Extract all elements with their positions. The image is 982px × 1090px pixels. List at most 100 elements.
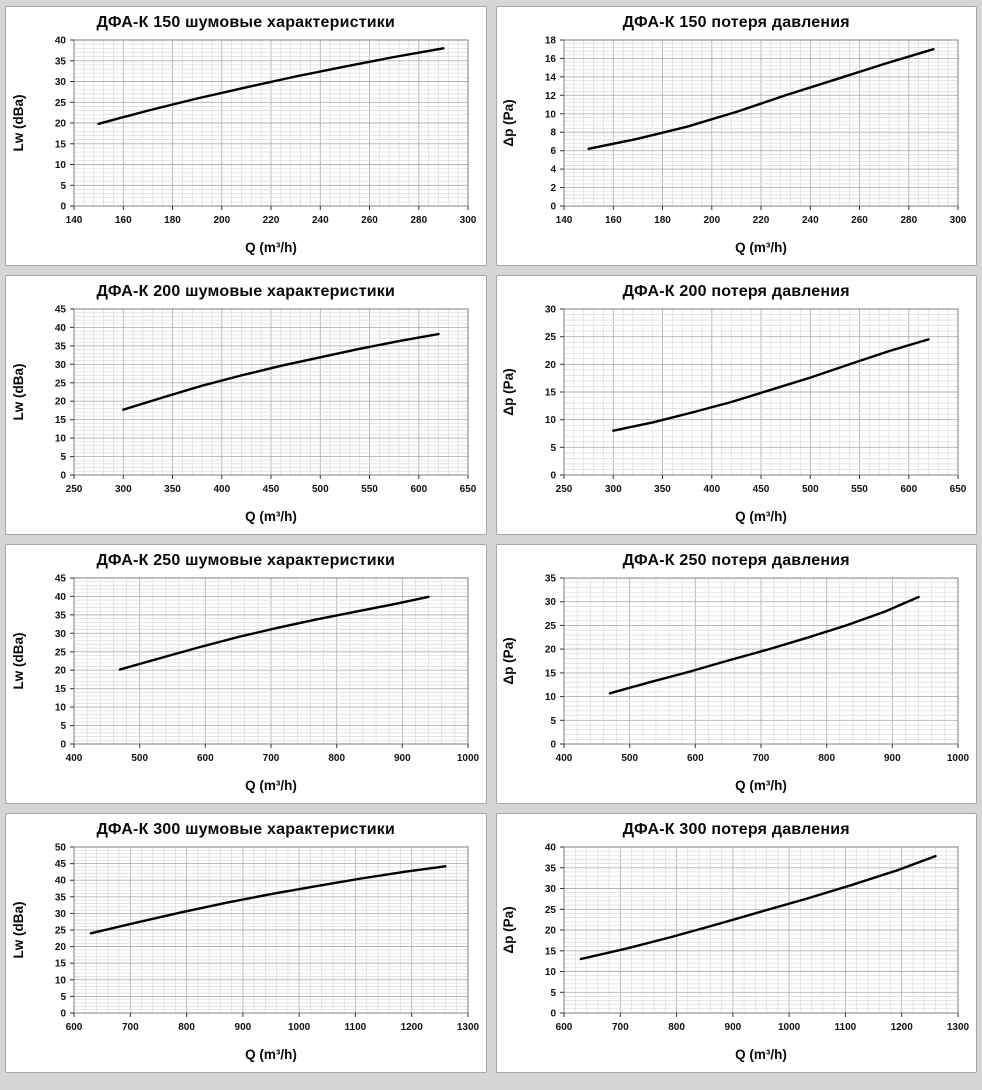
svg-text:5: 5 (60, 452, 66, 463)
svg-text:25: 25 (545, 905, 557, 916)
svg-text:1200: 1200 (400, 1022, 423, 1033)
svg-text:900: 900 (234, 1022, 251, 1033)
svg-text:200: 200 (213, 215, 230, 226)
svg-text:Q (m³/h): Q (m³/h) (245, 778, 297, 793)
chart-panel-dfak150-pressure: ДФА-К 150 потеря давления 140 160 180 200 22… (495, 6, 977, 266)
svg-text:Q (m³/h): Q (m³/h) (735, 509, 787, 524)
svg-text:0: 0 (551, 1009, 557, 1020)
chart-plot-dfak150-noise: 140 160 180 200 220 240 260 280 300 0 5 10 15 20 25 30 3… (11, 36, 477, 256)
chart-plot-dfak200-noise: 250 300 350 400 450 500 550 600 650 0 5 10 15 20 25 30 3… (11, 305, 477, 525)
svg-text:20: 20 (55, 397, 67, 408)
svg-text:20: 20 (545, 926, 557, 937)
svg-text:200: 200 (704, 215, 721, 226)
svg-text:5: 5 (60, 721, 66, 732)
svg-text:1300: 1300 (457, 1022, 480, 1033)
svg-text:400: 400 (213, 484, 230, 495)
charts-grid: ДФА-К 150 шумовые характеристики 140 160 1… (5, 6, 977, 1073)
svg-text:35: 35 (55, 610, 67, 621)
svg-text:5: 5 (551, 988, 557, 999)
svg-text:20: 20 (545, 360, 557, 371)
svg-text:450: 450 (753, 484, 770, 495)
svg-text:4: 4 (551, 165, 557, 176)
svg-text:600: 600 (556, 1022, 573, 1033)
svg-text:45: 45 (55, 305, 67, 316)
svg-text:15: 15 (545, 668, 557, 679)
svg-text:10: 10 (545, 967, 557, 978)
svg-text:300: 300 (115, 484, 132, 495)
svg-text:40: 40 (55, 592, 67, 603)
svg-text:550: 550 (851, 484, 868, 495)
chart-panel-dfak300-pressure: ДФА-К 300 потеря давления 600 700 800 900 10… (495, 813, 977, 1073)
svg-text:Δp (Pa): Δp (Pa) (501, 99, 516, 146)
svg-text:20: 20 (55, 119, 67, 130)
svg-text:25: 25 (55, 378, 67, 389)
chart-panel-dfak200-pressure: ДФА-К 200 потеря давления 250 300 350 400 45… (495, 275, 977, 535)
chart-plot-dfak300-pressure: 600 700 800 900 1000 1100 1200 1300 0 5 10 15 20 25 30… (501, 843, 970, 1063)
svg-text:2: 2 (551, 183, 557, 194)
svg-text:1200: 1200 (891, 1022, 914, 1033)
chart-panel-dfak200-noise: ДФА-К 200 шумовые характеристики 250 300 3… (5, 275, 487, 535)
svg-text:20: 20 (55, 942, 67, 953)
svg-text:1000: 1000 (947, 753, 970, 764)
chart-panel-dfak250-pressure: ДФА-К 250 потеря давления 400 500 600 700 80… (495, 544, 977, 804)
svg-text:5: 5 (551, 443, 557, 454)
svg-text:600: 600 (197, 753, 214, 764)
svg-text:Lw (dBa): Lw (dBa) (11, 364, 26, 421)
svg-text:10: 10 (55, 160, 67, 171)
svg-text:450: 450 (262, 484, 279, 495)
svg-text:50: 50 (55, 843, 67, 854)
svg-text:Q (m³/h): Q (m³/h) (245, 1047, 297, 1062)
chart-title: ДФА-К 250 потеря давления (622, 552, 850, 569)
chart-title: ДФА-К 150 шумовые характеристики (96, 14, 396, 31)
svg-text:15: 15 (55, 684, 67, 695)
chart-title: ДФА-К 300 шумовые характеристики (96, 821, 396, 838)
svg-text:180: 180 (654, 215, 671, 226)
svg-text:700: 700 (122, 1022, 139, 1033)
svg-text:20: 20 (55, 666, 67, 677)
svg-text:600: 600 (410, 484, 427, 495)
svg-text:500: 500 (802, 484, 819, 495)
svg-text:160: 160 (115, 215, 132, 226)
chart-title: ДФА-К 200 шумовые характеристики (96, 283, 396, 300)
svg-text:260: 260 (361, 215, 378, 226)
svg-text:16: 16 (545, 54, 557, 65)
chart-panel-dfak300-noise: ДФА-К 300 шумовые характеристики 600 700 8… (5, 813, 487, 1073)
svg-text:8: 8 (551, 128, 557, 139)
svg-text:Δp (Pa): Δp (Pa) (501, 906, 516, 953)
svg-text:25: 25 (545, 332, 557, 343)
svg-text:14: 14 (545, 72, 557, 83)
svg-text:700: 700 (262, 753, 279, 764)
svg-text:Q (m³/h): Q (m³/h) (735, 778, 787, 793)
svg-text:900: 900 (725, 1022, 742, 1033)
svg-text:600: 600 (65, 1022, 82, 1033)
svg-text:40: 40 (55, 36, 67, 47)
svg-text:280: 280 (901, 215, 918, 226)
svg-text:240: 240 (312, 215, 329, 226)
svg-text:35: 35 (55, 892, 67, 903)
svg-text:400: 400 (556, 753, 573, 764)
svg-text:15: 15 (55, 415, 67, 426)
svg-text:0: 0 (60, 471, 66, 482)
svg-text:30: 30 (545, 305, 557, 316)
svg-text:30: 30 (545, 597, 557, 608)
svg-text:0: 0 (551, 471, 557, 482)
svg-text:6: 6 (551, 146, 557, 157)
svg-text:500: 500 (622, 753, 639, 764)
svg-text:900: 900 (394, 753, 411, 764)
svg-text:35: 35 (55, 56, 67, 67)
svg-text:400: 400 (65, 753, 82, 764)
svg-text:500: 500 (131, 753, 148, 764)
chart-title: ДФА-К 300 потеря давления (622, 821, 850, 838)
svg-text:45: 45 (55, 859, 67, 870)
svg-text:15: 15 (545, 946, 557, 957)
svg-text:25: 25 (55, 926, 67, 937)
svg-text:650: 650 (459, 484, 476, 495)
svg-text:1300: 1300 (947, 1022, 970, 1033)
svg-text:10: 10 (55, 975, 67, 986)
svg-text:500: 500 (312, 484, 329, 495)
svg-text:35: 35 (545, 863, 557, 874)
svg-text:Q (m³/h): Q (m³/h) (245, 240, 297, 255)
svg-text:30: 30 (55, 909, 67, 920)
svg-text:40: 40 (55, 323, 67, 334)
svg-text:15: 15 (55, 959, 67, 970)
